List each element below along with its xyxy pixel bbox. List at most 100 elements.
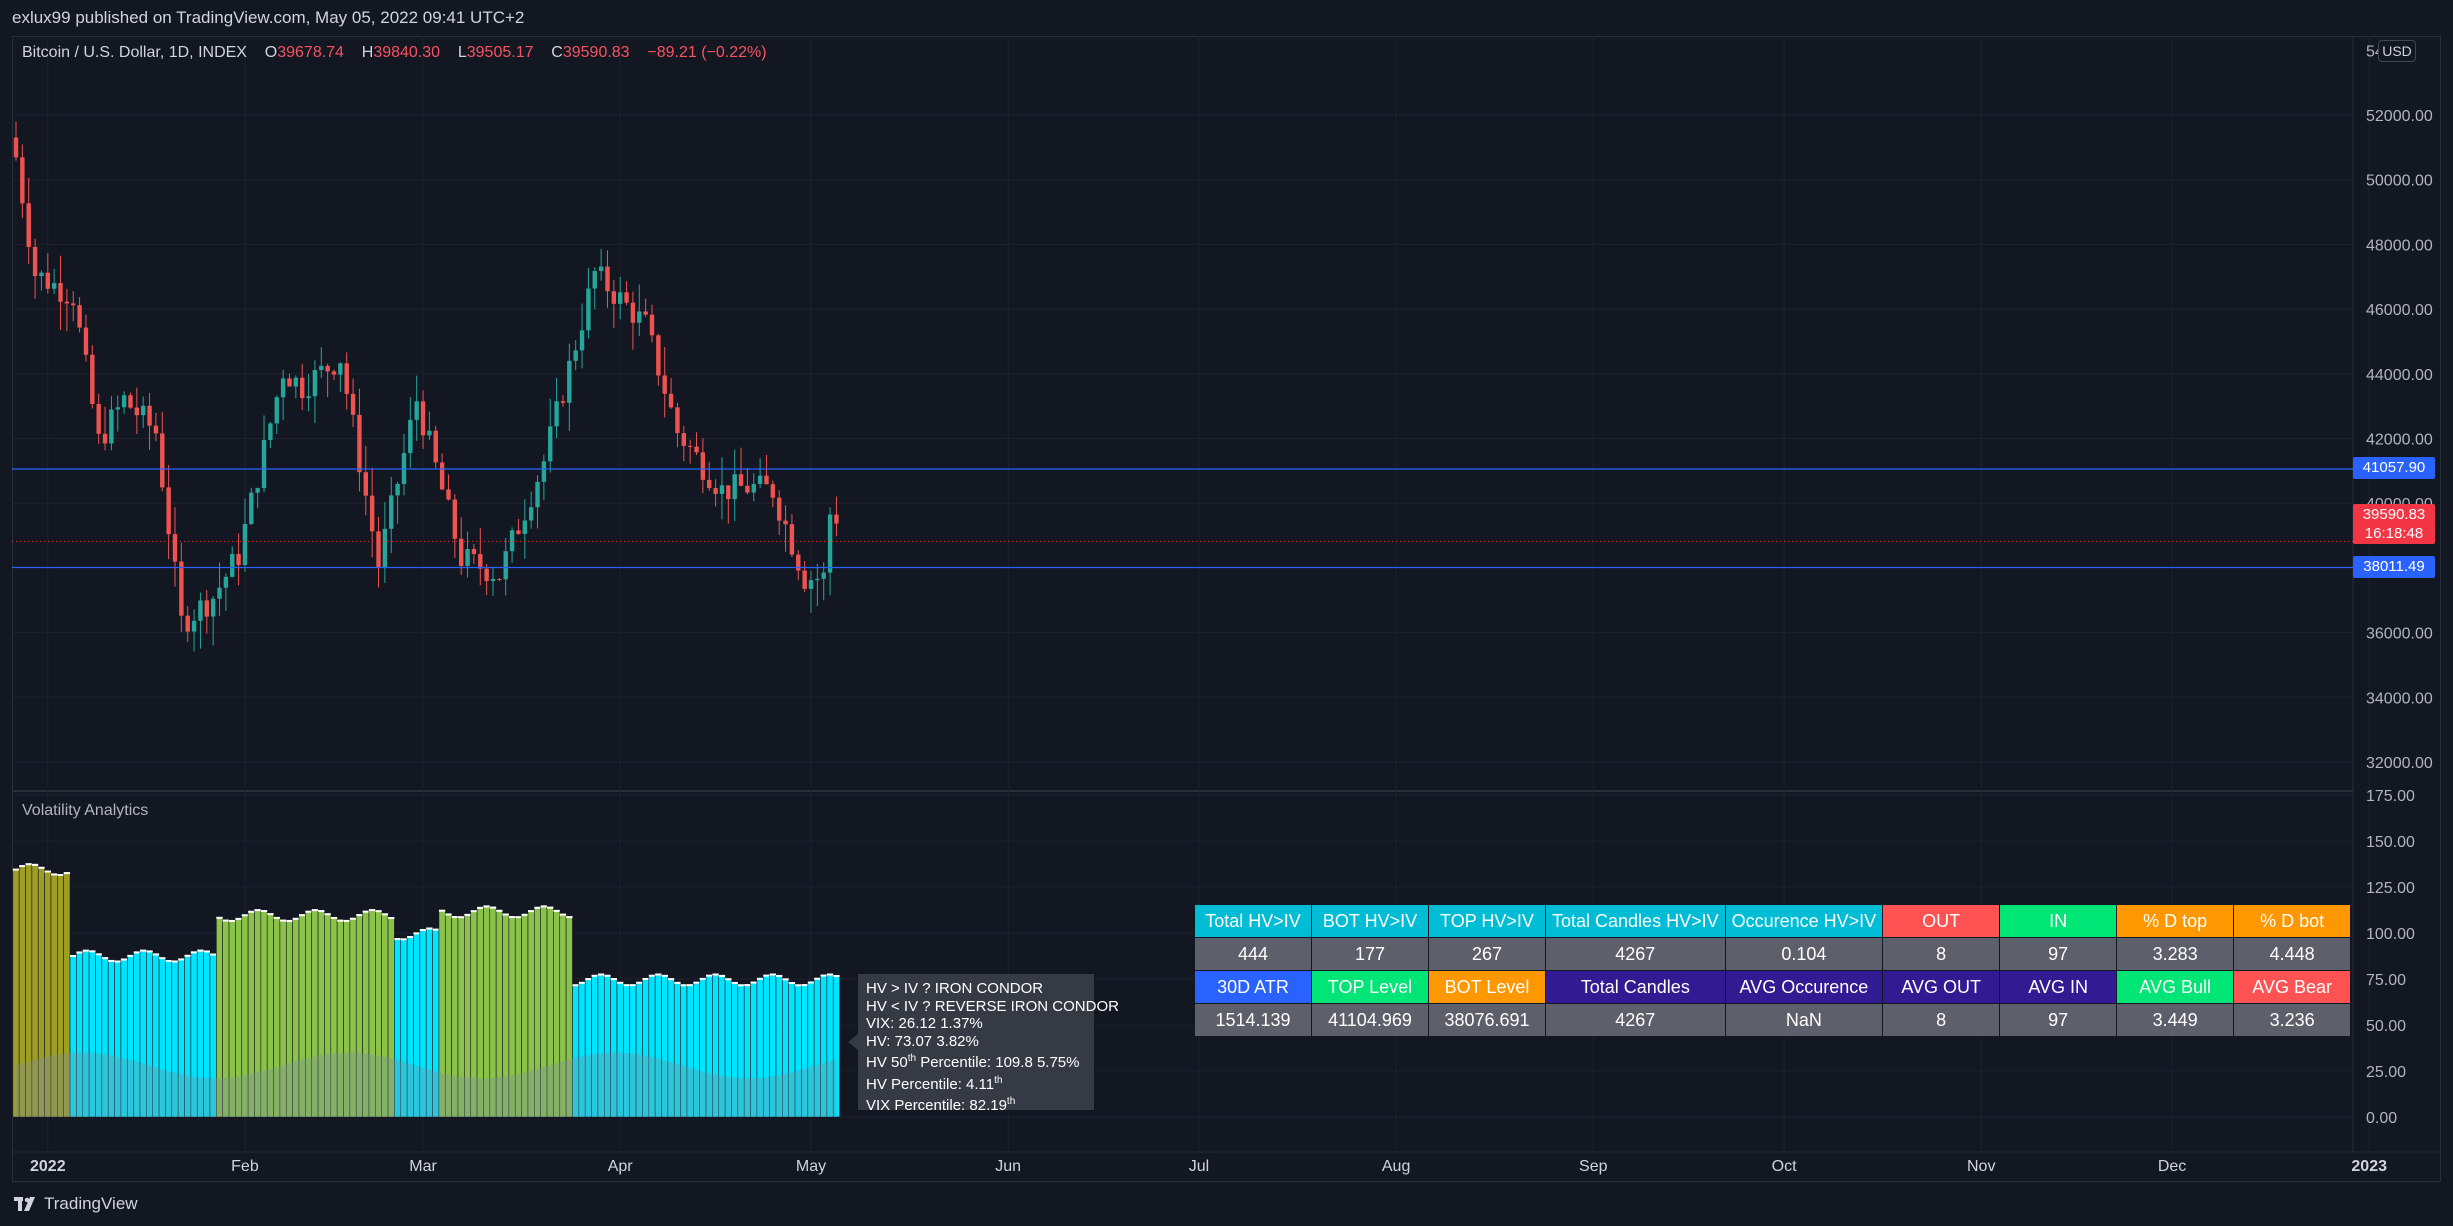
- table-cell: 0.104: [1724, 937, 1884, 971]
- hv-bar-top: [25, 863, 32, 866]
- hv-bar-top: [591, 974, 598, 977]
- candle-body: [592, 271, 597, 289]
- hv-bar-top: [63, 872, 71, 875]
- candle-body: [687, 445, 693, 447]
- table-cell: 38076.691: [1428, 1003, 1546, 1037]
- high-value: 39840.30: [373, 44, 441, 61]
- candle-body: [274, 397, 279, 424]
- time-tick-label: Nov: [1967, 1158, 1995, 1175]
- candle-body: [802, 570, 807, 589]
- tradingview-logo-icon: [14, 1197, 35, 1211]
- candle-body: [490, 578, 496, 582]
- change-value: −89.21 (−0.22%): [647, 44, 767, 61]
- candle-body: [39, 272, 44, 277]
- table-cell: 97: [1999, 937, 2118, 971]
- candle-body: [210, 598, 216, 617]
- table-row: 30D ATR TOP Level BOT Level Total Candle…: [1194, 970, 2352, 1004]
- table-cell: TOP Level: [1311, 970, 1429, 1004]
- candle-body: [217, 587, 222, 599]
- tradingview-logo[interactable]: TradingView: [14, 1194, 138, 1214]
- candle-body: [751, 484, 756, 493]
- candle-body: [261, 439, 267, 489]
- candle-body: [331, 371, 337, 375]
- time-tick-label: Oct: [1772, 1158, 1797, 1175]
- candle-body: [20, 157, 25, 204]
- hv-bar-top: [706, 974, 713, 977]
- candle-body: [541, 461, 547, 482]
- candle-body: [141, 405, 146, 416]
- hv-bar-top: [241, 914, 249, 917]
- table-cell: TOP HV>IV: [1428, 904, 1546, 938]
- table-cell: IN: [1999, 904, 2118, 938]
- table-cell: 97: [1999, 1003, 2118, 1037]
- indicator-tick-label: 25.00: [2366, 1064, 2406, 1081]
- hv-bar-top: [820, 974, 827, 977]
- hv-bar-top: [515, 916, 522, 919]
- candle-body: [598, 266, 604, 272]
- candle-body: [166, 487, 171, 535]
- candle-body: [668, 393, 674, 408]
- table-cell: AVG Occurence: [1724, 970, 1884, 1004]
- hv-bar-top: [655, 973, 662, 976]
- hv-bar-top: [70, 954, 77, 957]
- price-tick-label: 42000.00: [2366, 432, 2433, 449]
- table-cell: 4267: [1545, 1003, 1726, 1037]
- candle-body: [280, 378, 286, 398]
- time-axis: 2022 Feb Mar Apr May Jun Jul Aug Sep Oct Nov Dec 202…: [30, 1158, 2387, 1175]
- hv-bar-top: [400, 938, 408, 941]
- candle-body: [427, 430, 432, 436]
- hv-bar-top: [572, 984, 579, 987]
- hv-bar-top: [636, 981, 643, 984]
- hv-bar-top: [362, 910, 369, 913]
- candle-body: [389, 495, 394, 529]
- hv-bar-top: [585, 978, 592, 981]
- indicator-title[interactable]: Volatility Analytics: [22, 802, 149, 819]
- tooltip-line: HV Percentile: 4.11th: [866, 1074, 1003, 1093]
- candle-body: [554, 401, 559, 427]
- candle-body: [796, 554, 801, 571]
- publisher-bar: exlux99 published on TradingView.com, Ma…: [0, 0, 2453, 36]
- candle-body: [522, 520, 527, 534]
- close-value: 39590.83: [562, 44, 630, 61]
- tooltip-line: HV: 73.07 3.82%: [866, 1032, 979, 1050]
- candle-body: [548, 426, 553, 462]
- candle-body: [465, 549, 470, 566]
- hv-bar-top: [610, 978, 617, 981]
- candle-body: [369, 495, 375, 532]
- candle-body: [713, 488, 718, 494]
- hv-bar-top: [133, 951, 140, 954]
- price-tick-label: 52000.00: [2366, 108, 2433, 125]
- hv-bar-top: [209, 953, 217, 956]
- price-axis: 52000.00 50000.00 48000.00 46000.00 44000.00…: [2366, 43, 2433, 772]
- candle-body: [471, 549, 477, 554]
- hv-bar-top: [407, 936, 414, 939]
- symbol-legend[interactable]: Bitcoin / U.S. Dollar, 1D, INDEX O39678.…: [22, 44, 767, 62]
- footer-bar: TradingView: [0, 1184, 2453, 1226]
- hv-bar-top: [222, 919, 230, 922]
- candle-body: [357, 414, 362, 473]
- hv-bar-top: [451, 916, 458, 919]
- hv-bar-top: [89, 950, 96, 953]
- candle-body: [45, 272, 50, 289]
- currency-badge[interactable]: USD: [2378, 40, 2416, 62]
- hv-bar-top: [623, 984, 630, 987]
- table-cell: AVG Bear: [2233, 970, 2352, 1004]
- hv-bar-top: [674, 981, 681, 984]
- candle-body: [827, 514, 833, 573]
- hv-bar-top: [356, 914, 363, 917]
- table-cell: 177: [1311, 937, 1429, 971]
- hv-bar-top: [718, 974, 726, 977]
- hv-bar-top: [648, 974, 656, 977]
- table-cell: 444: [1194, 937, 1312, 971]
- candle-body: [497, 578, 502, 580]
- time-tick-label: Feb: [231, 1158, 259, 1175]
- countdown-tag: 16:18:48: [2353, 524, 2435, 544]
- candle-body: [656, 335, 661, 376]
- candle-body: [128, 395, 133, 408]
- hv-bar-top: [782, 978, 789, 981]
- hv-bar-top: [566, 916, 573, 919]
- hv-bar-top: [330, 916, 338, 919]
- hv-bar-top: [731, 981, 738, 984]
- table-cell: 3.283: [2116, 937, 2235, 971]
